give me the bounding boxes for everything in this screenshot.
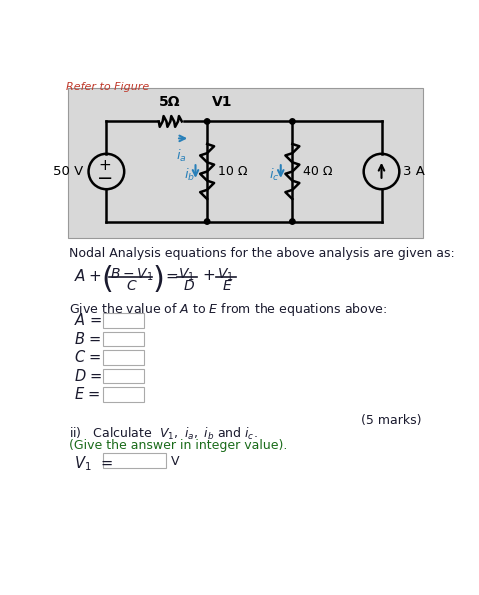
Text: $V_1$  =: $V_1$ =	[74, 454, 113, 473]
FancyBboxPatch shape	[103, 387, 144, 402]
Text: $D$: $D$	[183, 278, 195, 293]
Text: 40 Ω: 40 Ω	[303, 165, 333, 178]
Circle shape	[205, 119, 210, 124]
Text: $B - V_1$: $B - V_1$	[110, 267, 154, 283]
Text: ): )	[152, 265, 164, 295]
Text: $V_1$: $V_1$	[179, 267, 195, 283]
Text: V: V	[171, 455, 179, 468]
Circle shape	[205, 219, 210, 224]
Circle shape	[290, 219, 295, 224]
Text: V1: V1	[212, 95, 232, 109]
Text: $D$ =: $D$ =	[74, 368, 103, 384]
Text: 10 Ω: 10 Ω	[218, 165, 248, 178]
Text: Refer to Figure: Refer to Figure	[66, 82, 149, 92]
Text: ii)   Calculate  $V_1,\ i_a,\ i_b$ and $i_c$.: ii) Calculate $V_1,\ i_a,\ i_b$ and $i_c…	[69, 425, 258, 441]
FancyBboxPatch shape	[103, 350, 144, 365]
Text: 50 V: 50 V	[53, 165, 83, 178]
Circle shape	[290, 119, 295, 124]
FancyBboxPatch shape	[103, 369, 144, 383]
Text: $i_c$: $i_c$	[269, 167, 280, 183]
Text: $C$: $C$	[126, 278, 137, 293]
Text: (5 marks): (5 marks)	[361, 414, 422, 427]
Text: (: (	[101, 265, 113, 295]
Text: $C$ =: $C$ =	[74, 349, 102, 365]
Text: 3 A: 3 A	[403, 165, 425, 178]
Text: $E$: $E$	[222, 278, 233, 293]
Text: $i_a$: $i_a$	[176, 148, 187, 164]
Text: $B$ =: $B$ =	[74, 331, 101, 347]
Text: $i_b$: $i_b$	[184, 167, 195, 183]
Text: $V_1$: $V_1$	[217, 267, 234, 283]
FancyBboxPatch shape	[68, 88, 423, 239]
FancyBboxPatch shape	[103, 453, 166, 468]
Text: −: −	[97, 169, 113, 188]
Text: Nodal Analysis equations for the above analysis are given as:: Nodal Analysis equations for the above a…	[69, 247, 455, 260]
Text: +: +	[99, 158, 111, 173]
FancyBboxPatch shape	[103, 331, 144, 346]
Text: $A +$: $A +$	[74, 268, 101, 284]
Text: (Give the answer in integer value).: (Give the answer in integer value).	[69, 439, 287, 452]
Text: $=$: $=$	[163, 268, 179, 283]
Text: $A$ =: $A$ =	[74, 312, 102, 328]
Text: Give the value of $A$ to $E$ from the equations above:: Give the value of $A$ to $E$ from the eq…	[69, 301, 388, 318]
FancyBboxPatch shape	[103, 313, 144, 328]
Text: $E$ =: $E$ =	[74, 386, 101, 402]
Text: 5Ω: 5Ω	[159, 95, 181, 109]
Text: $+$: $+$	[202, 268, 215, 283]
